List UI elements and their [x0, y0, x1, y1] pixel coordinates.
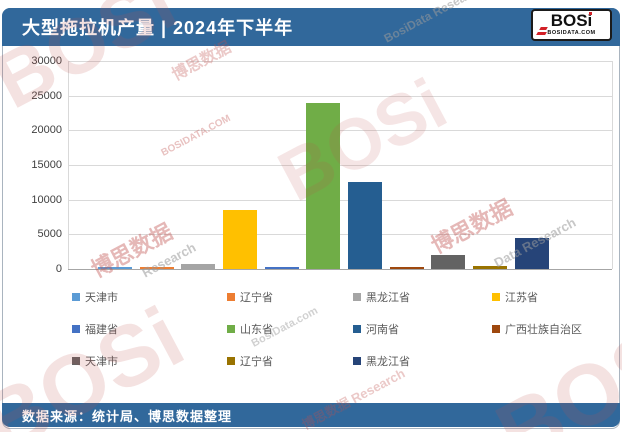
legend-label: 黑龙江省	[366, 356, 410, 368]
legend-swatch-icon	[492, 293, 500, 301]
legend-label: 辽宁省	[240, 356, 273, 368]
legend-item-8: 天津市	[72, 353, 118, 369]
bar-series-8	[431, 254, 466, 269]
legend-item-9: 辽宁省	[227, 353, 273, 369]
legend-swatch-icon	[353, 357, 361, 365]
y-axis-tick-label: 10000	[31, 193, 62, 206]
logo-domain-text: BOSIDATA.COM	[547, 30, 596, 36]
legend-item-7: 广西壮族自治区	[492, 321, 582, 337]
legend-label: 福建省	[85, 324, 118, 336]
bar-series-9	[472, 266, 507, 269]
legend-label: 辽宁省	[240, 292, 273, 304]
plot-left-border	[68, 61, 69, 269]
bosidata-logo: BOSi BOSIDATA.COM	[531, 9, 612, 41]
logo-red-slash-icon	[536, 32, 547, 35]
y-axis-tick-label: 0	[55, 262, 62, 275]
legend-item-10: 黑龙江省	[353, 353, 410, 369]
legend-item-4: 福建省	[72, 321, 118, 337]
legend-swatch-icon	[492, 325, 500, 333]
legend-label: 广西壮族自治区	[505, 324, 582, 336]
y-axis-tick-label: 20000	[31, 124, 62, 137]
legend-swatch-icon	[353, 293, 361, 301]
legend-swatch-icon	[72, 357, 80, 365]
legend-swatch-icon	[227, 293, 235, 301]
legend-item-5: 山东省	[227, 321, 273, 337]
y-axis-tick-label: 5000	[37, 228, 62, 241]
legend-item-1: 辽宁省	[227, 289, 273, 305]
y-axis-tick-label: 15000	[31, 158, 62, 171]
logo-wordmark: BOSi	[550, 11, 593, 30]
legend-label: 河南省	[366, 324, 399, 336]
legend-swatch-icon	[72, 325, 80, 333]
legend-item-0: 天津市	[72, 289, 118, 305]
bar-series-0	[98, 267, 132, 269]
bar-series-2	[181, 264, 216, 269]
data-source-text: 数据来源：统计局、博思数据整理	[22, 408, 233, 424]
legend-label: 天津市	[85, 292, 118, 304]
bar-series-4	[264, 267, 299, 269]
legend-item-3: 江苏省	[492, 289, 538, 305]
legend-swatch-icon	[227, 357, 235, 365]
legend-swatch-icon	[227, 325, 235, 333]
bar-series-10	[514, 237, 549, 269]
gridline-30000	[68, 61, 612, 63]
legend-item-2: 黑龙江省	[353, 289, 410, 305]
legend-label: 天津市	[85, 356, 118, 368]
y-axis-tick-label: 30000	[31, 55, 62, 68]
bar-series-3	[222, 209, 257, 269]
legend-swatch-icon	[353, 325, 361, 333]
legend-label: 山东省	[240, 324, 273, 336]
legend-swatch-icon	[72, 293, 80, 301]
gridline-0	[68, 268, 612, 270]
plot-right-border	[612, 61, 613, 269]
bar-series-1	[139, 266, 174, 269]
legend-item-6: 河南省	[353, 321, 399, 337]
page-title: 大型拖拉机产量 | 2024年下半年	[22, 18, 294, 38]
footer-bar: 数据来源：统计局、博思数据整理	[2, 403, 620, 427]
header-bar: 大型拖拉机产量 | 2024年下半年	[2, 8, 620, 46]
bar-series-5	[306, 102, 341, 269]
bar-series-6	[347, 182, 382, 269]
bar-series-7	[389, 267, 424, 269]
legend-label: 江苏省	[505, 292, 538, 304]
legend-label: 黑龙江省	[366, 292, 410, 304]
y-axis-tick-label: 25000	[31, 89, 62, 102]
gridline-25000	[68, 95, 612, 97]
